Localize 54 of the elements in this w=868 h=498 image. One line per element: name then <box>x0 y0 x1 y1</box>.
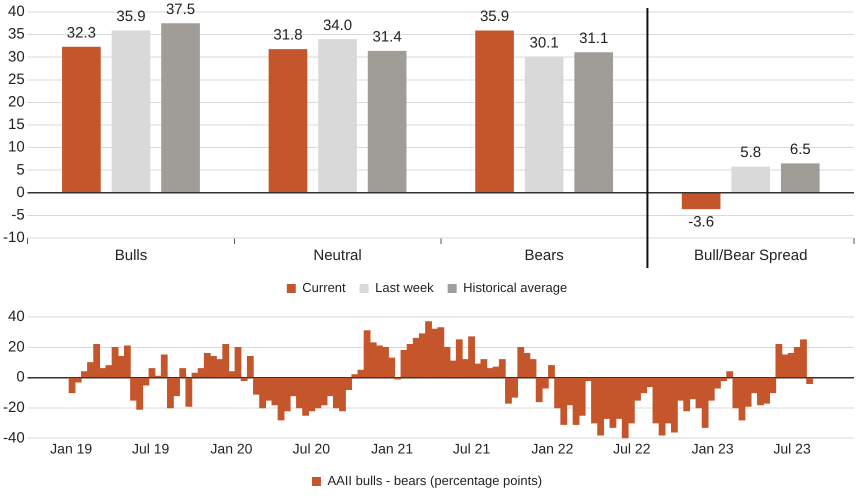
x-tick-label: Jan 22 <box>531 440 574 456</box>
x-tick-label: Neutral <box>313 247 362 264</box>
legend-label: Historical average <box>463 280 568 296</box>
x-tick-label: Jul 22 <box>613 440 651 456</box>
y-tick-label: 15 <box>8 116 25 134</box>
x-tick-label: Jan 20 <box>210 440 253 456</box>
legend-label: AAII bulls - bears (percentage points) <box>327 473 542 488</box>
data-label: 35.9 <box>116 8 146 26</box>
legend-label: Current <box>302 280 346 296</box>
bar <box>475 30 514 192</box>
legend-label: Last week <box>375 280 434 296</box>
y-tick-label: 35 <box>8 26 25 43</box>
bar <box>682 194 720 210</box>
y-tick-label: -40 <box>2 429 25 446</box>
data-label: 31.8 <box>273 26 303 44</box>
data-label: 37.5 <box>166 0 196 18</box>
x-tick-label: Jul 23 <box>773 440 811 456</box>
x-tick-label: Jan 21 <box>371 440 414 456</box>
x-tick-label: Bears <box>524 247 564 264</box>
data-label: 31.4 <box>372 28 402 46</box>
data-label: 31.1 <box>579 30 608 47</box>
y-tick-label: 30 <box>8 48 25 66</box>
y-tick-label: -20 <box>2 399 25 416</box>
x-tick-label: Jan 19 <box>50 440 92 456</box>
data-label: 30.1 <box>530 34 559 52</box>
y-tick-label: 20 <box>8 94 25 111</box>
y-tick-label: -10 <box>2 229 25 246</box>
y-tick-label: -5 <box>11 206 25 224</box>
data-label: -3.6 <box>688 214 714 231</box>
bar <box>62 46 101 192</box>
bar <box>268 49 308 192</box>
y-tick-label: 40 <box>8 3 25 20</box>
y-tick-label: 5 <box>16 161 25 178</box>
y-tick-label: 0 <box>16 184 25 201</box>
x-tick-label: Jul 21 <box>452 440 490 456</box>
x-tick-label: Bulls <box>114 247 148 264</box>
x-tick-label: Bull/Bear Spread <box>694 247 808 264</box>
y-tick-label: 10 <box>8 138 25 156</box>
y-tick-label: 25 <box>8 70 25 88</box>
bar <box>574 52 614 192</box>
y-tick-label: 0 <box>16 368 25 386</box>
data-label: 5.8 <box>740 144 762 162</box>
x-tick-label: Jan 23 <box>692 440 734 456</box>
y-tick-label: 20 <box>8 338 25 356</box>
y-tick-label: 40 <box>8 308 25 326</box>
bar <box>780 163 820 192</box>
data-label: 32.3 <box>66 24 96 42</box>
x-tick-label: Jul 19 <box>132 440 170 456</box>
bar <box>368 50 406 192</box>
x-tick-label: Jul 20 <box>292 440 330 456</box>
data-label: 34.0 <box>322 16 352 34</box>
data-label: 35.9 <box>480 8 510 26</box>
bar <box>161 23 200 192</box>
data-label: 6.5 <box>790 141 811 158</box>
